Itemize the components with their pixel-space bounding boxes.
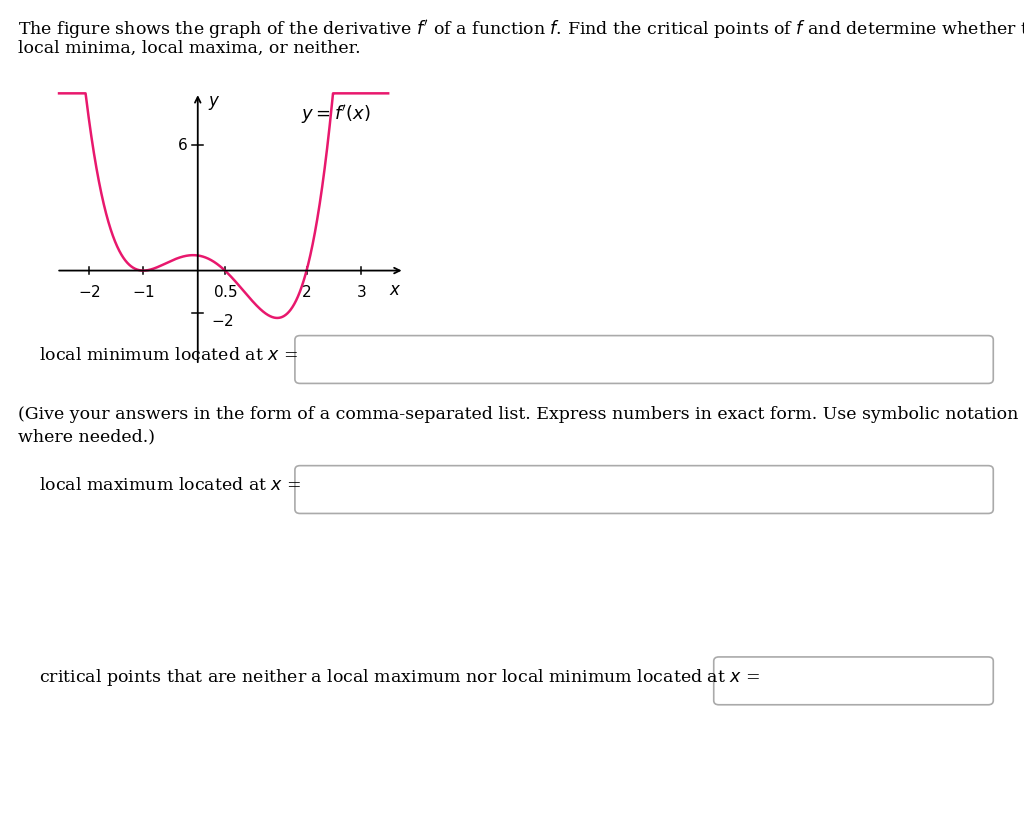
Text: local maximum located at $x$ =: local maximum located at $x$ = (39, 477, 301, 494)
Text: $2$: $2$ (301, 284, 311, 300)
Text: where needed.): where needed.) (18, 428, 156, 445)
Text: The figure shows the graph of the derivative $f'$ of a function $f$. Find the cr: The figure shows the graph of the deriva… (18, 18, 1024, 41)
Text: $6$: $6$ (177, 137, 188, 153)
Text: $-2$: $-2$ (211, 313, 234, 329)
Text: critical points that are neither a local maximum nor local minimum located at $x: critical points that are neither a local… (39, 667, 760, 689)
Text: $0.5$: $0.5$ (213, 284, 238, 300)
Text: local minimum located at $x$ =: local minimum located at $x$ = (39, 347, 298, 364)
Text: (Give your answers in the form of a comma-separated list. Express numbers in exa: (Give your answers in the form of a comm… (18, 406, 1024, 423)
Text: $y$: $y$ (208, 95, 220, 112)
Text: $y = f'(x)$: $y = f'(x)$ (301, 103, 371, 126)
Text: $-1$: $-1$ (132, 284, 155, 300)
Text: local minima, local maxima, or neither.: local minima, local maxima, or neither. (18, 40, 361, 57)
Text: $x$: $x$ (389, 282, 401, 300)
Text: $3$: $3$ (355, 284, 367, 300)
Text: $-2$: $-2$ (78, 284, 100, 300)
